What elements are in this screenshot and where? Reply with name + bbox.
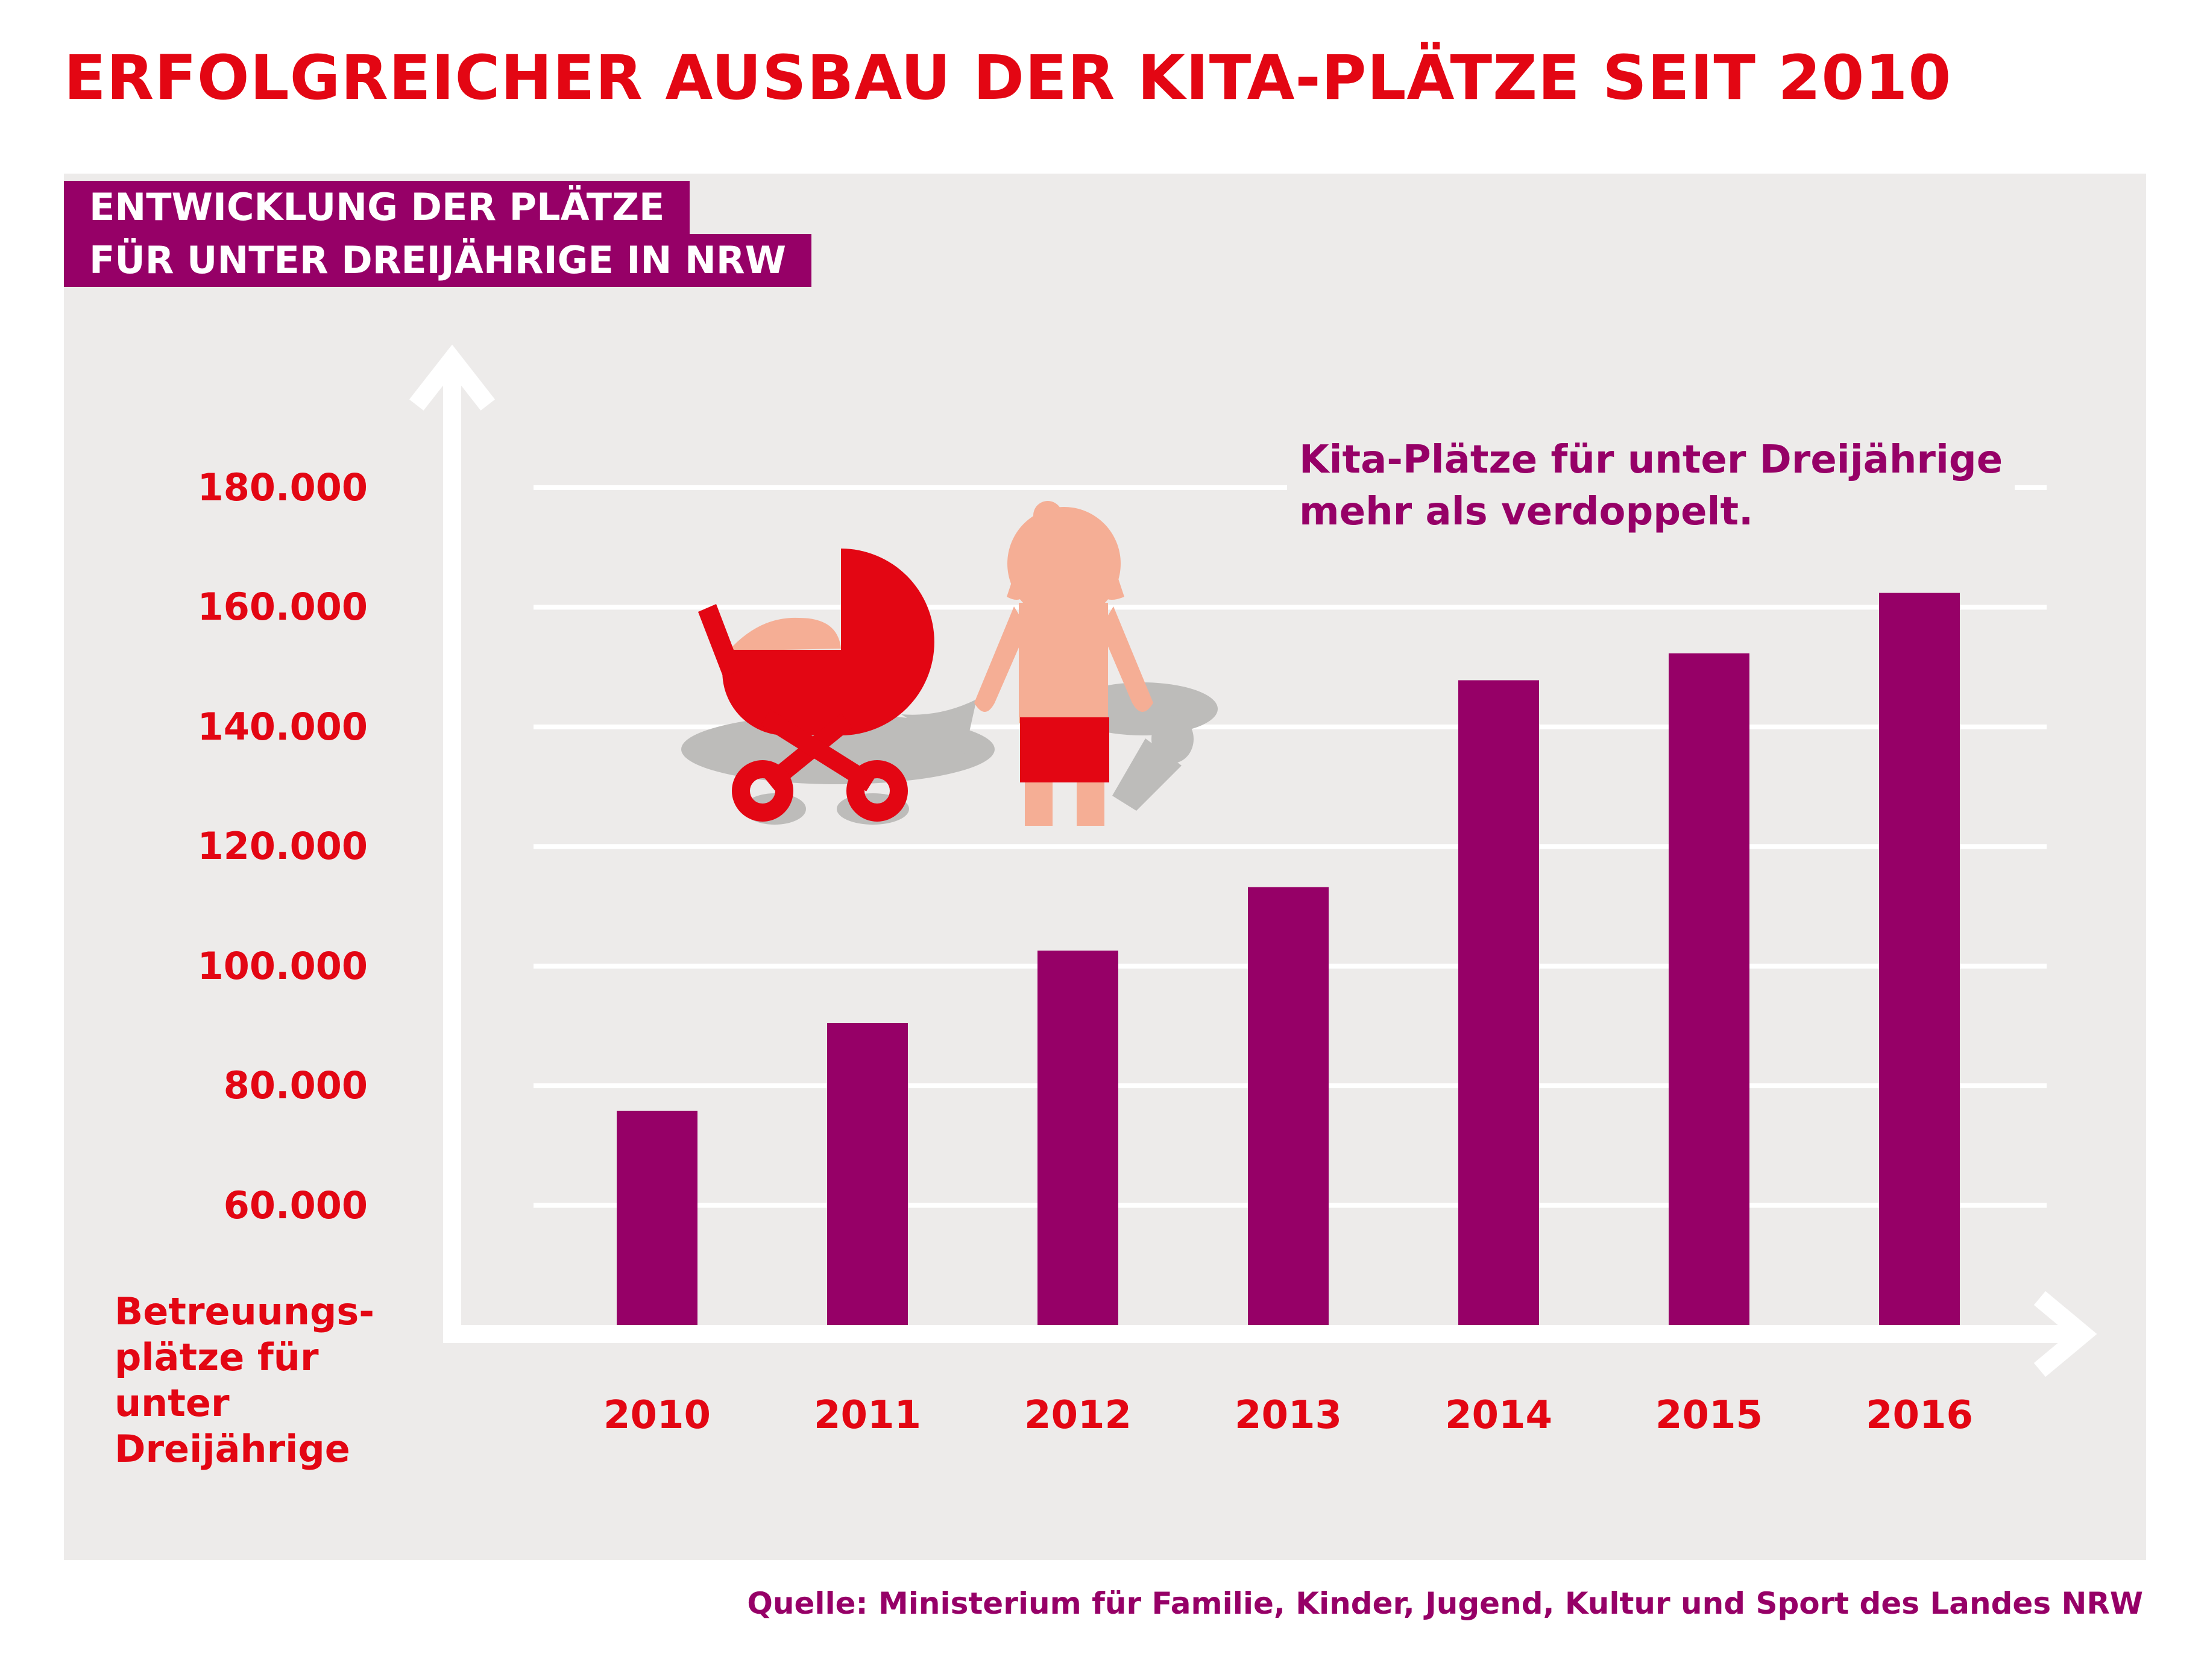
bars <box>617 593 1960 1325</box>
bar-2013 <box>1248 887 1329 1325</box>
y-axis <box>409 344 496 1334</box>
source-note: Quelle: Ministerium für Familie, Kinder,… <box>747 1586 2143 1621</box>
y-tick-label: 60.000 <box>223 1183 368 1227</box>
y-tick-label: 160.000 <box>197 585 368 629</box>
bar-2015 <box>1669 653 1749 1325</box>
x-tick-label: 2012 <box>1024 1393 1132 1438</box>
y-tick-label: 100.000 <box>197 943 368 988</box>
x-tick-label: 2010 <box>603 1393 711 1438</box>
y-tick-label: 180.000 <box>197 465 368 509</box>
stroller-icon <box>681 549 995 825</box>
x-axis <box>443 1291 2097 1377</box>
chart-annotation: Kita-Plätze für unter Dreijährige mehr a… <box>1287 434 2015 538</box>
toddler-icon <box>974 501 1218 826</box>
x-tick-label: 2011 <box>813 1393 922 1438</box>
bar-2011 <box>827 1022 908 1325</box>
bar-2010 <box>617 1110 697 1325</box>
chart-subtitle-line-2: FÜR UNTER DREIJÄHRIGE IN NRW <box>64 234 811 287</box>
bar-2016 <box>1879 593 1960 1325</box>
x-tick-label: 2016 <box>1865 1393 1974 1438</box>
y-tick-label: 120.000 <box>197 824 368 869</box>
x-tick-label: 2013 <box>1234 1393 1343 1438</box>
bar-2012 <box>1037 950 1118 1325</box>
page-title: ERFOLGREICHER AUSBAU DER KITA-PLÄTZE SEI… <box>64 42 1952 114</box>
y-tick-label: 140.000 <box>197 704 368 749</box>
x-tick-label: 2015 <box>1655 1393 1763 1438</box>
chart-subtitle-line-1: ENTWICKLUNG DER PLÄTZE <box>64 181 690 234</box>
x-tick-label: 2014 <box>1444 1393 1553 1438</box>
bar-2014 <box>1458 680 1539 1325</box>
y-tick-label: 80.000 <box>223 1063 368 1108</box>
y-axis-label: Betreuungs- plätze für unter Dreijährige <box>115 1289 375 1471</box>
